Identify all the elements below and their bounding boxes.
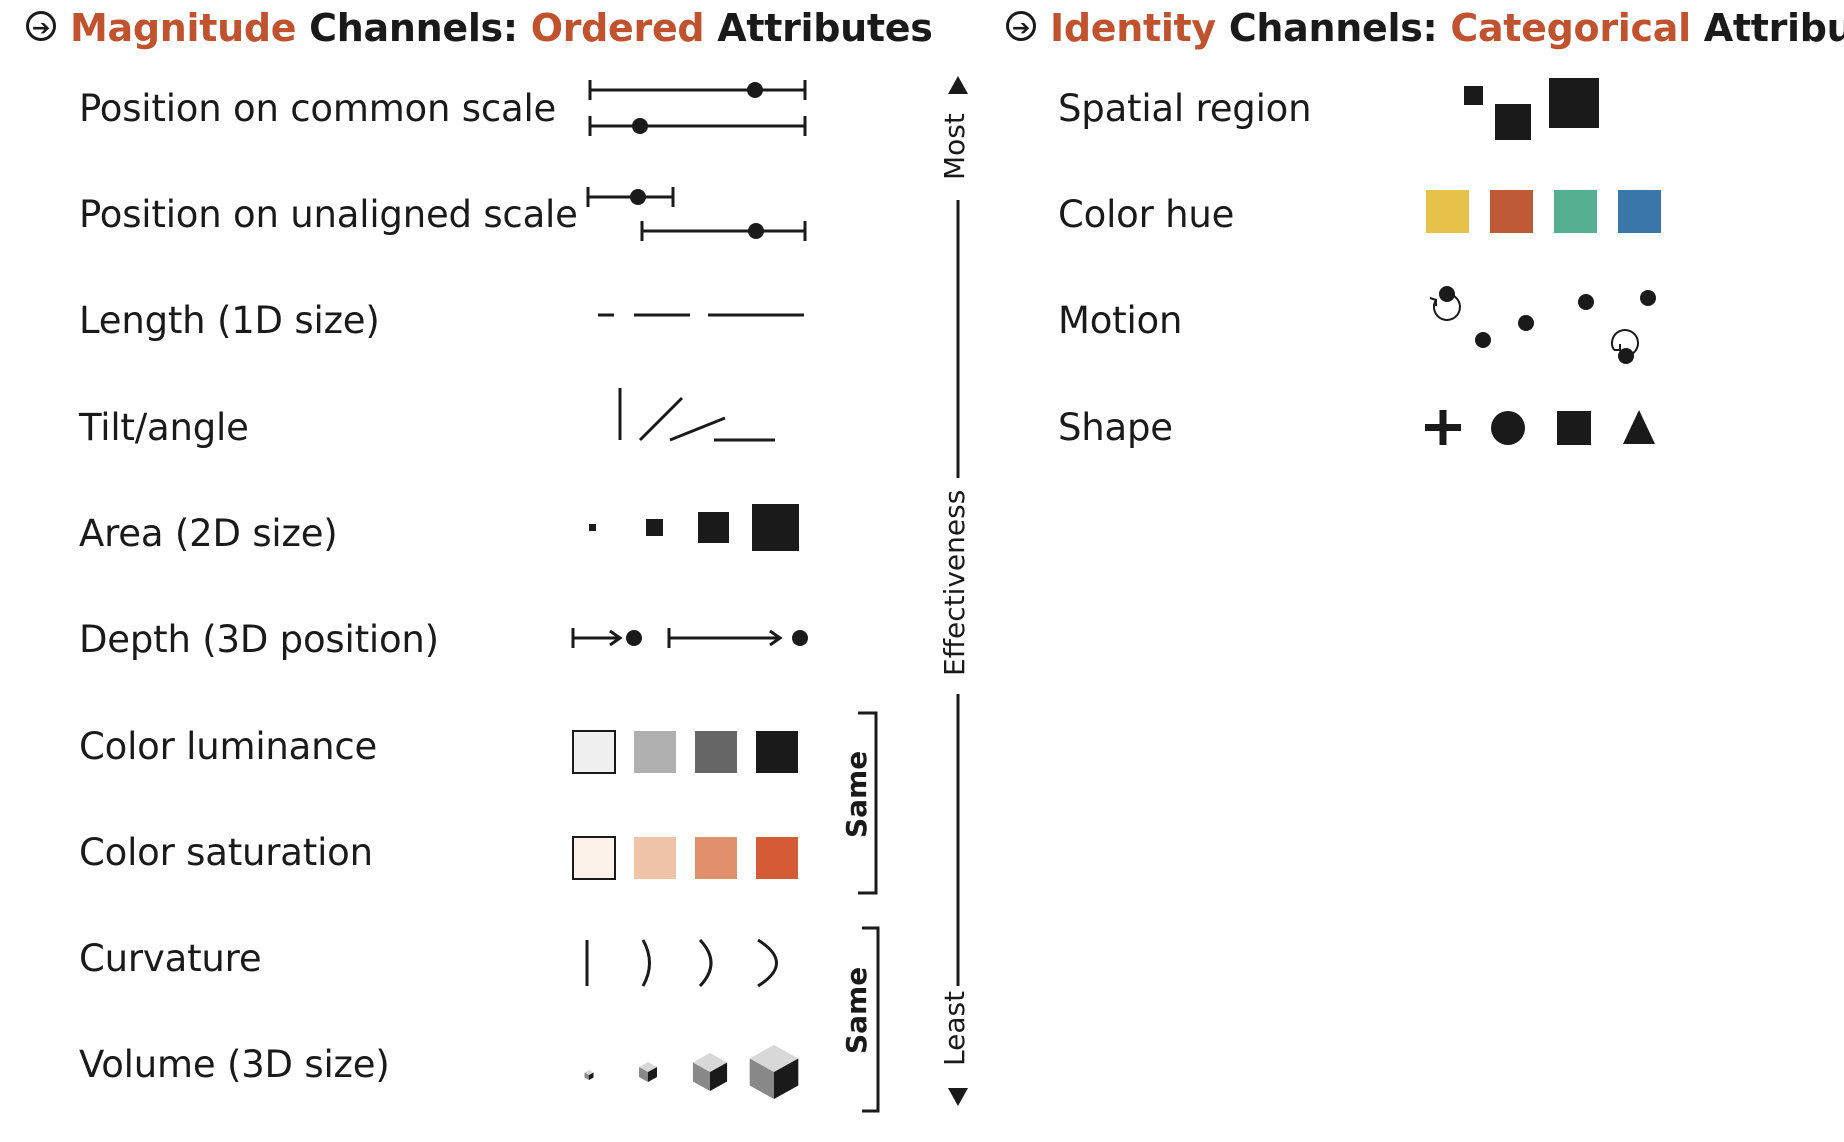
luminance-glyph xyxy=(572,730,798,774)
row-label-position-common: Position on common scale xyxy=(79,87,557,130)
arrow-right-circle-icon: ➔ xyxy=(26,11,56,41)
saturation-glyph xyxy=(572,836,798,880)
volume-glyph xyxy=(584,1045,799,1099)
effectiveness-axis xyxy=(948,76,968,1106)
area-glyph xyxy=(589,504,799,551)
circle-icon xyxy=(1491,411,1525,445)
arrow-right-circle-icon: ➔ xyxy=(1006,11,1036,41)
row-label-area: Area (2D size) xyxy=(79,512,338,555)
row-label-tilt: Tilt/angle xyxy=(79,406,249,449)
curvature-glyph xyxy=(585,938,778,988)
row-label-motion: Motion xyxy=(1058,299,1183,342)
row-label-color-hue: Color hue xyxy=(1058,193,1235,236)
header-word-attributes: Attributes xyxy=(704,6,933,50)
spatial-region-glyph xyxy=(1464,78,1599,140)
row-label-volume: Volume (3D size) xyxy=(79,1043,390,1086)
row-label-curvature: Curvature xyxy=(79,937,262,980)
tilt-glyph xyxy=(618,388,775,442)
header-word-channels: Channels: xyxy=(296,6,531,50)
row-label-shape: Shape xyxy=(1058,406,1173,449)
identity-header: ➔ Identity Channels: Categorical Attribut… xyxy=(1006,6,1844,50)
plus-icon-vertical xyxy=(1439,410,1447,445)
position-common-glyph xyxy=(588,80,807,136)
color-hue-glyph xyxy=(1426,190,1661,233)
row-label-spatial-region: Spatial region xyxy=(1058,87,1312,130)
row-label-position-unaligned: Position on unaligned scale xyxy=(79,193,578,236)
row-label-length: Length (1D size) xyxy=(79,299,380,342)
up-arrow-icon xyxy=(948,76,968,94)
down-arrow-icon xyxy=(948,1088,968,1106)
header-word-ordered: Ordered xyxy=(530,6,705,50)
square-icon xyxy=(1557,411,1591,445)
header-word-channels: Channels: xyxy=(1215,6,1451,50)
same-bracket-2 xyxy=(862,926,880,1113)
header-word-categorical: Categorical xyxy=(1450,6,1691,50)
header-word-identity: Identity xyxy=(1050,6,1216,50)
row-label-luminance: Color luminance xyxy=(79,725,378,768)
depth-glyph xyxy=(571,628,808,648)
motion-glyph xyxy=(1429,286,1656,364)
magnitude-header: ➔ Magnitude Channels: Ordered Attributes xyxy=(26,6,933,50)
row-label-depth: Depth (3D position) xyxy=(79,618,439,661)
same-bracket-1 xyxy=(858,711,878,895)
header-word-magnitude: Magnitude xyxy=(70,6,297,50)
header-word-attributes: Attributes xyxy=(1703,6,1844,50)
triangle-icon xyxy=(1623,410,1655,444)
position-unaligned-glyph xyxy=(586,187,807,241)
shape-glyph xyxy=(1425,410,1655,445)
row-label-saturation: Color saturation xyxy=(79,831,373,874)
